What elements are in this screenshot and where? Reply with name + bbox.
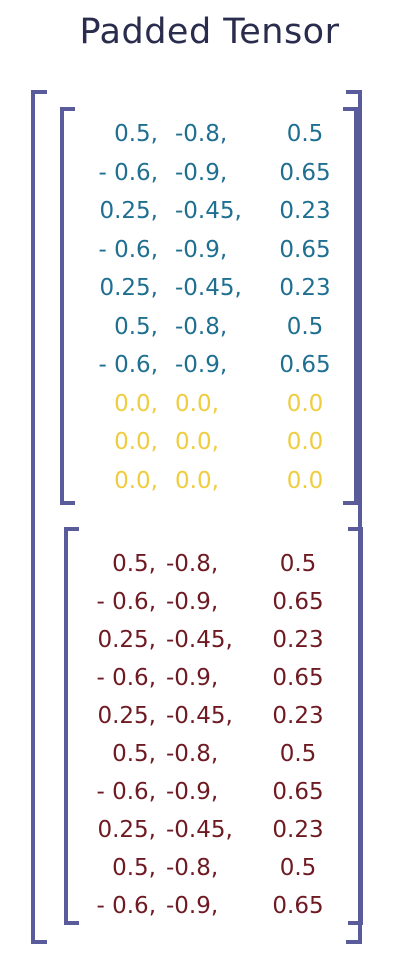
tensor2-cell: 0.5 (279, 551, 317, 577)
tensor1-row: - 0.6, -0.9, 0.65 (0, 158, 419, 188)
tensor2-row: 0.5, -0.8, 0.5 (0, 549, 419, 579)
tensor2-row: 0.5, -0.8, 0.5 (0, 853, 419, 883)
tensor2-cell: 0.65 (272, 589, 324, 615)
tensor2-cell: 0.65 (272, 665, 324, 691)
tensor1-cell: 0.23 (279, 275, 331, 301)
tensor1-row: 0.5, -0.8, 0.5 (0, 119, 419, 149)
tensor1-cell: 0.0 (286, 429, 324, 455)
tensor2-row: - 0.6, -0.9, 0.65 (0, 663, 419, 693)
outer-right-bracket (346, 90, 362, 944)
tensor1-cell: -0.8, (175, 121, 228, 147)
tensor2-cell: 0.25, (97, 627, 156, 653)
tensor1-row: 0.25, -0.45, 0.23 (0, 196, 419, 226)
tensor1-cell: -0.9, (175, 159, 228, 186)
tensor2-cell: - 0.6, (96, 893, 157, 919)
tensor2-cell: 0.5 (279, 855, 317, 881)
tensor1-cell: 0.25, (99, 198, 158, 224)
tensor2-cell: - 0.6, (96, 665, 157, 691)
tensor1-cell: - 0.6, (98, 159, 159, 186)
outer-left-bracket (31, 90, 47, 944)
tensor1-row: 0.0, 0.0, 0.0 (0, 389, 419, 419)
tensor1-cell: 0.0, (175, 467, 219, 494)
tensor2-row: 0.25, -0.45, 0.23 (0, 815, 419, 845)
tensor2-cell: -0.45, (166, 703, 233, 729)
tensor1-cell: -0.9, (175, 236, 228, 263)
tensor2-cell: -0.9, (166, 589, 219, 615)
tensor1-row: 0.0, 0.0, 0.0 (0, 427, 419, 457)
tensor1-right-bracket (343, 107, 358, 505)
tensor1-row: - 0.6, -0.9, 0.65 (0, 235, 419, 265)
tensor1-cell: 0.5 (286, 121, 324, 147)
tensor1-cell: 0.0, (175, 429, 219, 455)
tensor1-row: 0.0, 0.0, 0.0 (0, 466, 419, 496)
tensor2-left-bracket (64, 527, 79, 925)
tensor2-cell: 0.65 (272, 779, 324, 805)
tensor2-cell: 0.23 (272, 703, 324, 729)
tensor2-row: - 0.6, -0.9, 0.65 (0, 777, 419, 807)
tensor2-cell: 0.5 (279, 741, 317, 767)
tensor1-cell: 0.65 (279, 352, 331, 378)
tensor2-cell: -0.8, (166, 741, 219, 767)
tensor2-cell: -0.8, (166, 855, 219, 881)
tensor2-row: 0.5, -0.8, 0.5 (0, 739, 419, 769)
tensor2-cell: -0.9, (166, 893, 219, 919)
tensor1-cell: - 0.6, (98, 236, 159, 263)
tensor2-cell: - 0.6, (96, 779, 157, 805)
tensor2-cell: 0.23 (272, 627, 324, 653)
tensor1-cell: 0.0, (175, 390, 219, 417)
tensor1-row: - 0.6, -0.9, 0.65 (0, 350, 419, 380)
tensor2-cell: -0.8, (166, 551, 219, 577)
tensor1-cell: 0.0, (114, 467, 158, 494)
tensor1-cell: -0.8, (175, 313, 228, 340)
tensor2-row: 0.25, -0.45, 0.23 (0, 701, 419, 731)
tensor1-cell: 0.25, (99, 275, 158, 301)
tensor2-row: - 0.6, -0.9, 0.65 (0, 891, 419, 921)
tensor2-cell: 0.5, (112, 551, 156, 577)
tensor2-cell: -0.9, (166, 779, 219, 805)
tensor1-cell: 0.23 (279, 198, 331, 224)
tensor2-row: 0.25, -0.45, 0.23 (0, 625, 419, 655)
tensor2-cell: -0.45, (166, 627, 233, 653)
tensor2-cell: 0.5, (112, 741, 156, 767)
tensor1-cell: 0.0, (114, 429, 158, 455)
tensor2-cell: -0.45, (166, 817, 233, 843)
tensor1-cell: 0.65 (279, 159, 331, 186)
tensor1-cell: - 0.6, (98, 352, 159, 378)
tensor2-cell: 0.5, (112, 855, 156, 881)
tensor1-row: 0.5, -0.8, 0.5 (0, 312, 419, 342)
tensor1-cell: 0.0 (286, 390, 324, 417)
tensor1-cell: 0.5 (286, 313, 324, 340)
tensor2-cell: 0.23 (272, 817, 324, 843)
tensor1-cell: -0.45, (175, 275, 242, 301)
tensor1-left-bracket (60, 107, 75, 505)
tensor1-cell: 0.5, (114, 313, 158, 340)
tensor1-cell: 0.5, (114, 121, 158, 147)
tensor2-right-bracket (348, 527, 363, 925)
tensor2-cell: 0.25, (97, 703, 156, 729)
tensor1-cell: 0.65 (279, 236, 331, 263)
diagram-title: Padded Tensor (79, 12, 340, 52)
tensor2-cell: - 0.6, (96, 589, 157, 615)
tensor1-row: 0.25, -0.45, 0.23 (0, 273, 419, 303)
tensor2-cell: 0.65 (272, 893, 324, 919)
tensor1-cell: -0.9, (175, 352, 228, 378)
tensor2-cell: 0.25, (97, 817, 156, 843)
tensor1-cell: 0.0 (286, 467, 324, 494)
tensor2-row: - 0.6, -0.9, 0.65 (0, 587, 419, 617)
tensor2-cell: -0.9, (166, 665, 219, 691)
tensor1-cell: -0.45, (175, 198, 242, 224)
tensor1-cell: 0.0, (114, 390, 158, 417)
